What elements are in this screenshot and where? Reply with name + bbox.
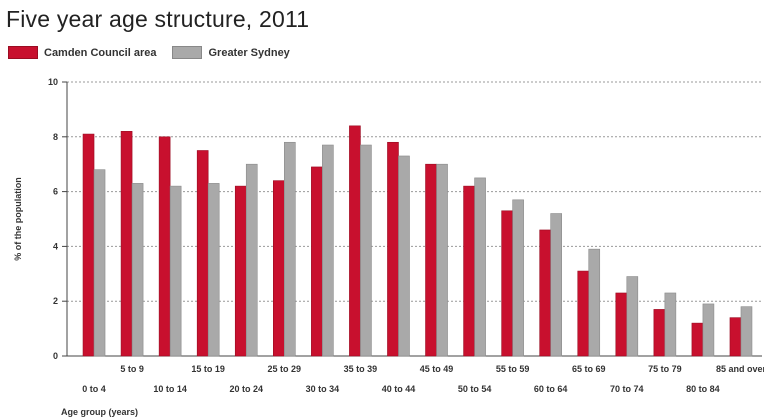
- bar-camden-5: [273, 180, 285, 357]
- bar-camden-9: [425, 163, 437, 357]
- y-tick-label-8: 8: [53, 132, 58, 142]
- bar-greater-sydney-15: [664, 292, 677, 357]
- y-tick-label-0: 0: [53, 351, 58, 361]
- x-tick-label-15: 75 to 79: [648, 364, 682, 374]
- bar-camden-8: [387, 141, 399, 357]
- x-tick-label-1: 5 to 9: [120, 364, 144, 374]
- legend-swatch-camden: [8, 46, 38, 59]
- y-tick-label-2: 2: [53, 296, 58, 306]
- bar-greater-sydney-11: [512, 199, 524, 357]
- bar-greater-sydney-7: [360, 144, 372, 357]
- x-axis-label: Age group (years): [61, 407, 138, 417]
- legend-item-camden: Camden Council area: [8, 46, 156, 59]
- chart-legend: Camden Council area Greater Sydney: [8, 46, 290, 59]
- bar-greater-sydney-10: [474, 177, 486, 357]
- bar-greater-sydney-9: [436, 163, 448, 357]
- y-tick-label-4: 4: [53, 241, 58, 251]
- bar-greater-sydney-5: [284, 141, 296, 357]
- x-tick-label-6: 30 to 34: [306, 384, 340, 394]
- y-axis-label: % of the population: [13, 177, 23, 261]
- bar-camden-1: [120, 131, 133, 357]
- bar-greater-sydney-0: [93, 169, 106, 357]
- bar-greater-sydney-4: [245, 163, 258, 357]
- x-tick-label-3: 15 to 19: [191, 364, 225, 374]
- chart-title: Five year age structure, 2011: [6, 6, 310, 32]
- bar-camden-16: [691, 322, 704, 357]
- bar-greater-sydney-8: [398, 155, 410, 357]
- bar-camden-11: [501, 210, 513, 357]
- y-tick-label-6: 6: [53, 187, 58, 197]
- bar-greater-sydney-16: [702, 303, 715, 357]
- bar-camden-6: [311, 166, 323, 357]
- bar-camden-10: [463, 185, 475, 357]
- x-tick-label-5: 25 to 29: [268, 364, 302, 374]
- bar-greater-sydney-3: [207, 183, 220, 357]
- bar-greater-sydney-13: [588, 248, 601, 357]
- bar-camden-3: [196, 150, 209, 357]
- legend-label-greater-sydney: Greater Sydney: [208, 46, 290, 59]
- x-tick-label-11: 55 to 59: [496, 364, 530, 374]
- legend-item-greater-sydney: Greater Sydney: [172, 46, 290, 59]
- bar-greater-sydney-17: [740, 306, 753, 357]
- bar-camden-15: [653, 309, 666, 357]
- x-tick-label-10: 50 to 54: [458, 384, 492, 394]
- x-tick-label-14: 70 to 74: [610, 384, 644, 394]
- bar-camden-2: [158, 136, 171, 357]
- x-tick-label-4: 20 to 24: [229, 384, 263, 394]
- bar-camden-12: [539, 229, 551, 357]
- bar-camden-4: [234, 185, 247, 357]
- x-tick-label-2: 10 to 14: [153, 384, 187, 394]
- y-tick-label-10: 10: [48, 77, 58, 87]
- legend-swatch-greater-sydney: [172, 46, 203, 59]
- bar-camden-0: [82, 133, 95, 357]
- bar-camden-14: [615, 292, 628, 357]
- bar-greater-sydney-6: [322, 144, 334, 357]
- bar-camden-17: [729, 317, 742, 357]
- bar-camden-13: [577, 270, 590, 357]
- x-tick-label-12: 60 to 64: [534, 384, 568, 394]
- legend-label-camden: Camden Council area: [44, 46, 157, 59]
- x-tick-label-13: 65 to 69: [572, 364, 606, 374]
- x-tick-label-9: 45 to 49: [420, 364, 454, 374]
- x-tick-label-17: 85 and over: [716, 364, 764, 374]
- bar-greater-sydney-12: [550, 213, 562, 357]
- x-tick-label-16: 80 to 84: [686, 384, 720, 394]
- bar-greater-sydney-1: [131, 183, 144, 357]
- bar-camden-7: [349, 125, 361, 357]
- x-tick-label-8: 40 to 44: [382, 384, 416, 394]
- bar-greater-sydney-14: [626, 276, 639, 357]
- x-tick-label-7: 35 to 39: [344, 364, 378, 374]
- x-tick-label-0: 0 to 4: [82, 384, 106, 394]
- bar-greater-sydney-2: [169, 185, 182, 357]
